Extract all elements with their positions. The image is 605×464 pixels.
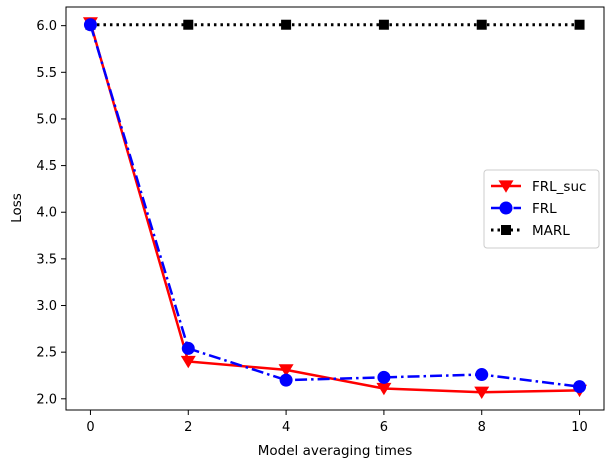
x-tick-label: 0 (86, 420, 94, 435)
y-axis-label: Loss (9, 193, 25, 223)
data-point-frl (475, 368, 489, 382)
legend: FRL_suc FRL MARL (483, 169, 600, 249)
y-tick-label: 2.0 (36, 392, 57, 407)
x-axis-label: Model averaging times (258, 443, 413, 459)
plot-area (82, 17, 588, 400)
legend-label-frl: FRL (532, 201, 557, 217)
data-point-frl (181, 341, 195, 355)
data-point-marl (378, 19, 389, 30)
x-tick-label: 4 (282, 420, 290, 435)
data-point-frl (377, 370, 391, 384)
y-tick-label: 4.0 (36, 206, 57, 221)
y-tick-label: 3.0 (36, 299, 57, 314)
legend-marker-marl (501, 225, 511, 235)
y-tick-label: 6.0 (36, 19, 57, 34)
legend-marker-frl (499, 201, 513, 215)
data-point-marl (281, 19, 292, 30)
y-tick-label: 3.5 (36, 252, 57, 267)
data-point-marl (183, 19, 194, 30)
data-point-frl-suc (180, 355, 196, 369)
legend-label-marl: MARL (532, 223, 570, 239)
x-tick-label: 6 (380, 420, 388, 435)
y-tick-label: 4.5 (36, 159, 57, 174)
legend-marker-frl-suc (498, 180, 514, 193)
data-point-frl (573, 380, 587, 394)
x-tick-label: 8 (478, 420, 486, 435)
series-line-frl (89, 24, 580, 388)
y-tick-label: 2.5 (36, 346, 57, 361)
y-tick-label: 5.0 (36, 112, 57, 127)
x-tick-label: 2 (184, 420, 192, 435)
data-point-marl (574, 19, 585, 30)
x-tick-label: 10 (571, 420, 588, 435)
x-axis: 0 2 4 6 8 10 (86, 410, 588, 435)
data-point-frl-suc (278, 364, 294, 377)
series-frl (83, 18, 587, 394)
data-point-frl-suc (376, 382, 392, 396)
series-marl (85, 19, 585, 30)
legend-label-frl-suc: FRL_suc (532, 179, 586, 195)
data-point-frl-suc (474, 386, 490, 400)
y-tick-label: 5.5 (36, 66, 57, 81)
y-axis: 2.0 2.5 3.0 3.5 4.0 4.5 5.0 5.5 6.0 (36, 19, 66, 407)
data-point-frl (279, 373, 293, 387)
data-point-marl (476, 19, 487, 30)
data-point-frl (83, 18, 97, 32)
plot-frame (65, 6, 605, 411)
